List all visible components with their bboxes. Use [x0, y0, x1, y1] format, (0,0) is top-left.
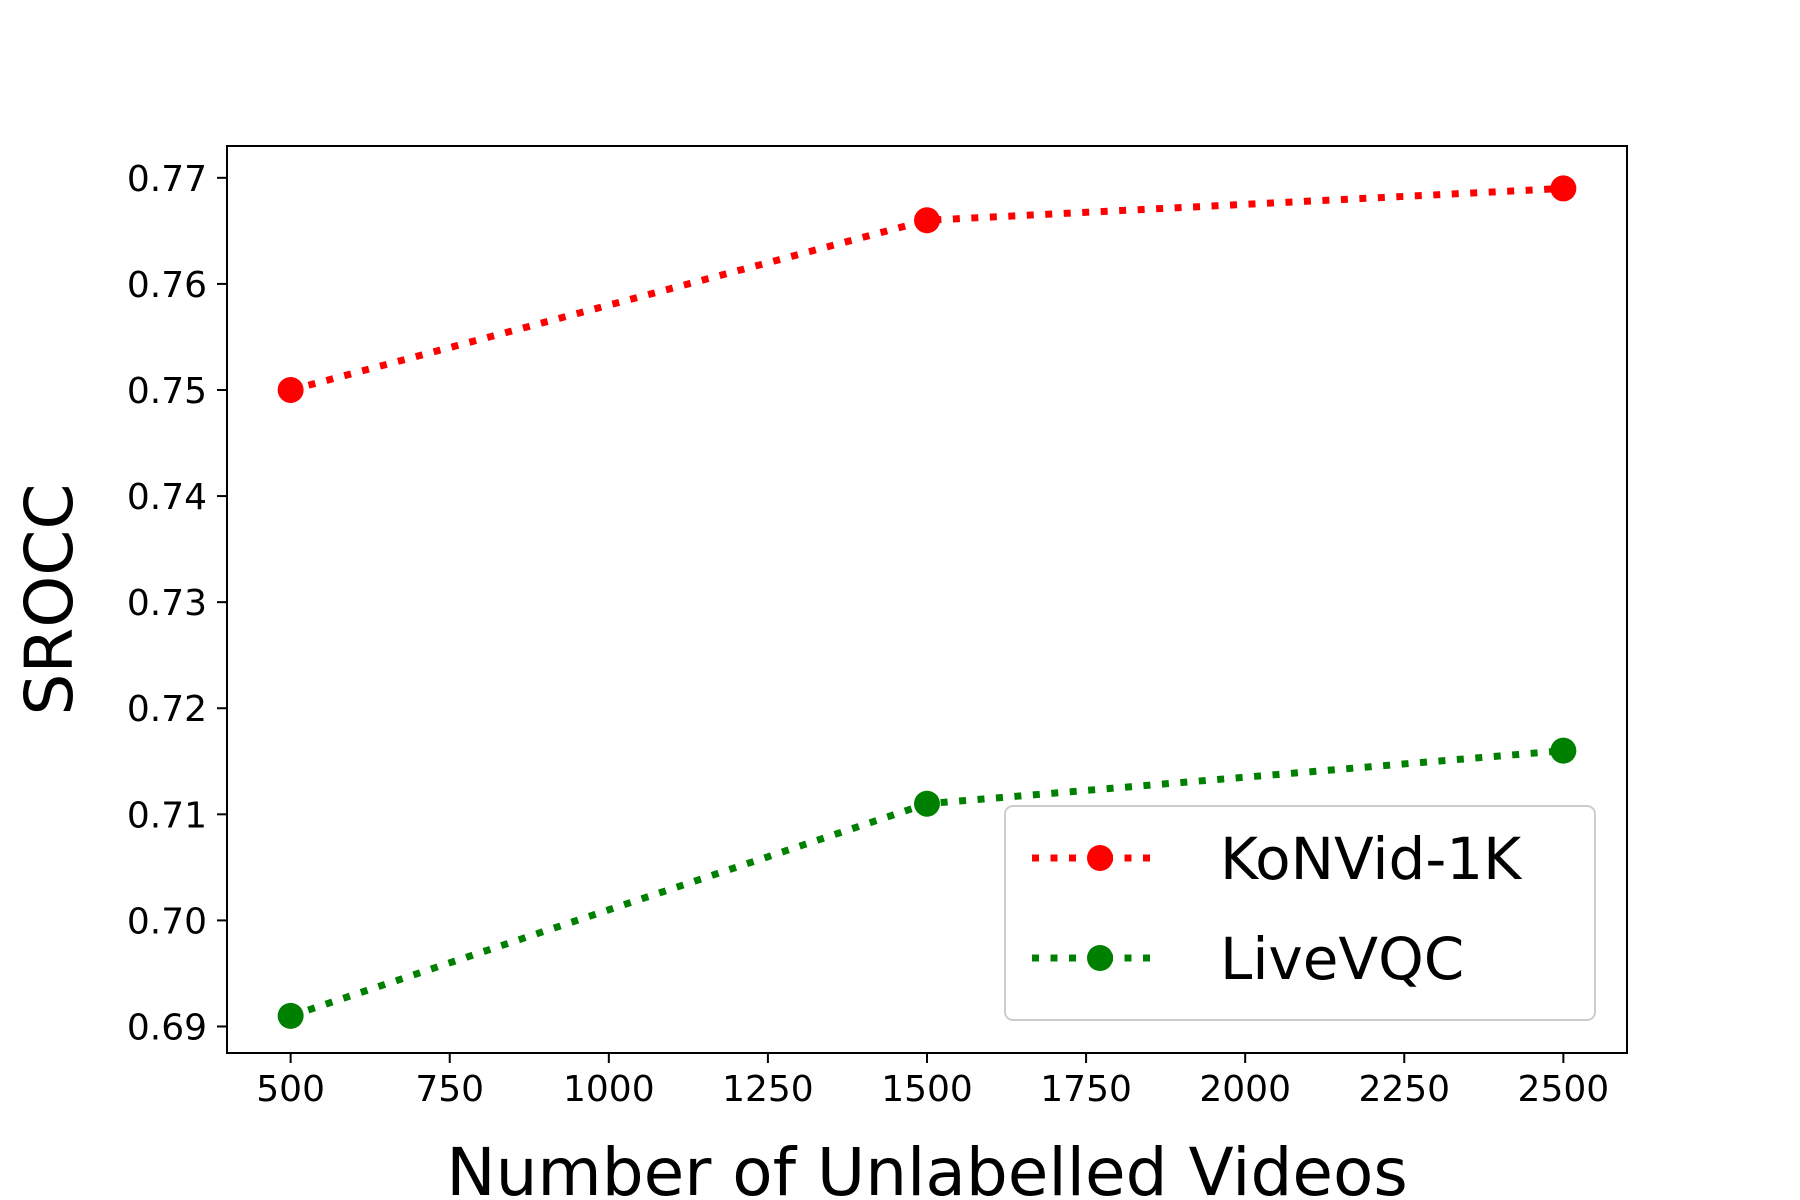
x-tick-label: 1250: [722, 1069, 814, 1110]
data-point: [277, 1002, 304, 1029]
y-tick-label: 0.74: [127, 477, 207, 518]
y-tick-label: 0.69: [127, 1007, 207, 1048]
data-point: [1550, 175, 1577, 202]
data-point: [277, 376, 304, 403]
x-tick-label: 500: [256, 1069, 325, 1110]
x-tick-label: 1750: [1040, 1069, 1132, 1110]
data-point: [1550, 737, 1577, 764]
x-tick-label: 750: [415, 1069, 484, 1110]
y-tick-label: 0.71: [127, 795, 207, 836]
y-axis-label: SROCC: [11, 484, 88, 716]
legend-box: [1004, 805, 1596, 1021]
y-tick-label: 0.72: [127, 689, 207, 730]
x-axis-label: Number of Unlabelled Videos: [446, 1134, 1408, 1200]
axes: 500 750 1000 1250 1500 1750 2000 2250 2500 0.69 0.…: [127, 145, 1628, 1110]
x-tick-label: 2000: [1199, 1069, 1291, 1110]
x-tick-label: 2500: [1518, 1069, 1610, 1110]
x-tick-label: 1000: [563, 1069, 655, 1110]
y-tick-label: 0.73: [127, 583, 207, 624]
legend-label: KoNVid-1K: [1220, 825, 1523, 893]
y-tick-label: 0.70: [127, 901, 207, 942]
legend-swatch-marker: [1087, 945, 1113, 971]
x-tick-label: 1500: [881, 1069, 973, 1110]
legend-swatch-marker: [1087, 845, 1113, 871]
x-tick-label: 2250: [1358, 1069, 1450, 1110]
data-point: [914, 207, 940, 234]
series-lines: [277, 175, 1577, 1029]
legend-label: LiveVQC: [1220, 925, 1464, 993]
data-point: [914, 790, 940, 817]
y-tick-label: 0.77: [127, 159, 207, 200]
legend: KoNVid-1K LiveVQC: [1004, 805, 1596, 1021]
y-tick-label: 0.76: [127, 265, 207, 306]
y-tick-label: 0.75: [127, 371, 207, 412]
